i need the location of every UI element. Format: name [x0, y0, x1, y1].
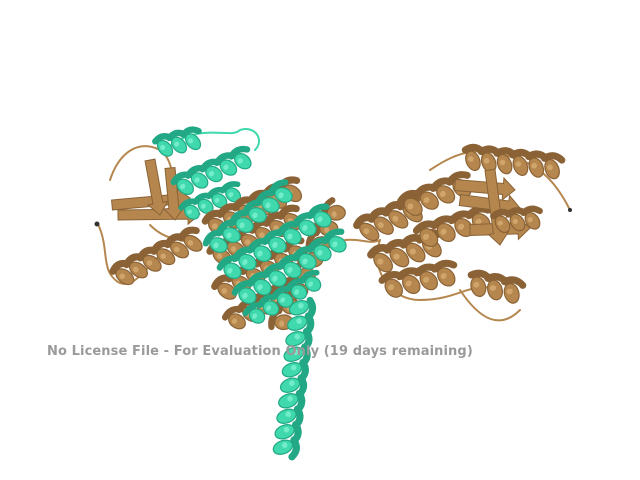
alpha-helix: [412, 205, 492, 248]
loop-backbone: [459, 289, 521, 322]
alpha-helix: [461, 143, 566, 180]
beta-strand: [144, 158, 169, 216]
alpha-helix: [231, 228, 347, 305]
alpha-helix: [216, 203, 332, 280]
alpha-helix: [152, 126, 202, 157]
alpha-helix: [490, 205, 543, 234]
evaluation-watermark: No License File - For Evaluation Only (1…: [47, 344, 473, 359]
beta-strand: [162, 166, 185, 221]
beta-strand: [454, 176, 516, 202]
alpha-helix: [170, 145, 252, 196]
alpha-helix: [202, 179, 293, 253]
alpha-helix: [109, 226, 203, 286]
alpha-helix: [242, 269, 322, 324]
alpha-helix: [378, 259, 458, 298]
alpha-helix: [467, 269, 527, 304]
chain-terminus: [568, 208, 572, 212]
chain-terminus: [94, 221, 100, 227]
alpha-helix: [272, 296, 317, 461]
loop-backbone: [344, 238, 381, 243]
